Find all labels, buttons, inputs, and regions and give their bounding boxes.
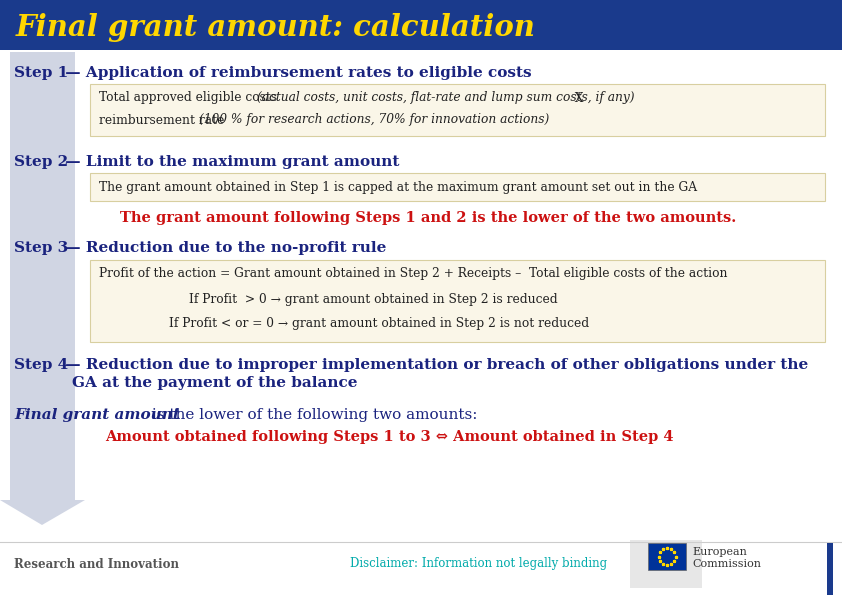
Text: The grant amount obtained in Step 1 is capped at the maximum grant amount set ou: The grant amount obtained in Step 1 is c…: [99, 180, 697, 193]
Text: Step 2: Step 2: [14, 155, 68, 169]
Text: Amount obtained following Steps 1 to 3 ⇔ Amount obtained in Step 4: Amount obtained following Steps 1 to 3 ⇔…: [105, 430, 674, 444]
Text: — Application of reimbursement rates to eligible costs: — Application of reimbursement rates to …: [60, 66, 531, 80]
Text: (actual costs, unit costs, flat-rate and lump sum costs, if any): (actual costs, unit costs, flat-rate and…: [257, 92, 635, 105]
Text: Step 1: Step 1: [14, 66, 68, 80]
Text: — Reduction due to improper implementation or breach of other obligations under : — Reduction due to improper implementati…: [60, 358, 808, 372]
FancyBboxPatch shape: [90, 84, 825, 136]
Text: If Profit < or = 0 → grant amount obtained in Step 2 is not reduced: If Profit < or = 0 → grant amount obtain…: [169, 317, 589, 330]
Text: Final grant amount: calculation: Final grant amount: calculation: [16, 12, 536, 42]
Text: The grant amount following Steps 1 and 2 is the lower of the two amounts.: The grant amount following Steps 1 and 2…: [120, 211, 736, 225]
Text: If Profit  > 0 → grant amount obtained in Step 2 is reduced: If Profit > 0 → grant amount obtained in…: [189, 293, 557, 305]
Text: Research and Innovation: Research and Innovation: [14, 558, 179, 571]
Text: GA at the payment of the balance: GA at the payment of the balance: [72, 376, 358, 390]
Text: Final grant amount: Final grant amount: [14, 408, 180, 422]
Text: — Limit to the maximum grant amount: — Limit to the maximum grant amount: [60, 155, 399, 169]
Text: Disclaimer: Information not legally binding: Disclaimer: Information not legally bind…: [350, 558, 607, 571]
FancyBboxPatch shape: [90, 260, 825, 342]
FancyBboxPatch shape: [0, 0, 842, 50]
Text: X: X: [567, 92, 584, 105]
Text: — Reduction due to the no-profit rule: — Reduction due to the no-profit rule: [60, 241, 386, 255]
FancyBboxPatch shape: [630, 540, 702, 588]
FancyBboxPatch shape: [648, 543, 686, 570]
Text: is the lower of the following two amounts:: is the lower of the following two amount…: [147, 408, 477, 422]
FancyBboxPatch shape: [90, 173, 825, 201]
Polygon shape: [0, 52, 85, 525]
FancyBboxPatch shape: [827, 543, 833, 595]
Text: Step 3: Step 3: [14, 241, 68, 255]
Text: European
Commission: European Commission: [692, 547, 761, 569]
Text: Total approved eligible costs: Total approved eligible costs: [99, 92, 281, 105]
Text: (100 % for research actions, 70% for innovation actions): (100 % for research actions, 70% for inn…: [199, 114, 549, 127]
Text: reimbursement rate: reimbursement rate: [99, 114, 228, 127]
Text: Step 4: Step 4: [14, 358, 68, 372]
Text: Profit of the action = Grant amount obtained in Step 2 + Receipts –  Total eligi: Profit of the action = Grant amount obta…: [99, 268, 727, 280]
